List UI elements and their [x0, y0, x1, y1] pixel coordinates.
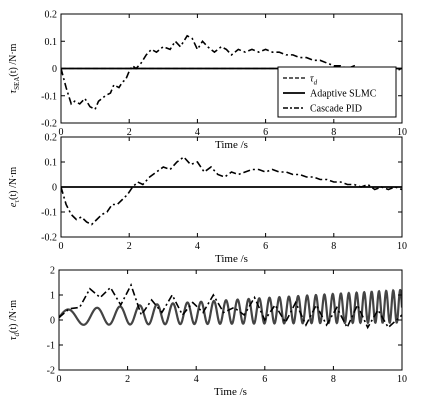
y-tick-label: -1	[47, 341, 55, 352]
x-tick-label: 0	[59, 127, 64, 138]
y-tick-label: -0.1	[41, 208, 57, 219]
x-tick-label: 4	[194, 374, 199, 385]
x-tick-label: 8	[331, 374, 336, 385]
y-tick-label: -2	[47, 366, 55, 377]
series-line-dashdot	[61, 155, 402, 226]
y-axis-label: τSEA(t) /N·m	[8, 43, 21, 93]
y-tick-label: 0.2	[45, 133, 58, 144]
y-tick-label: 0	[52, 183, 57, 194]
y-tick-label: 1	[50, 291, 55, 302]
y-axis-label: τd(t) /N·m	[8, 300, 21, 340]
y-tick-label: -0.2	[41, 119, 57, 130]
legend-label: Cascade PID	[310, 104, 362, 115]
x-tick-label: 2	[125, 374, 130, 385]
x-tick-label: 0	[59, 241, 64, 252]
legend: τd Adaptive SLMC Cascade PID	[277, 66, 397, 118]
y-tick-label: 0.1	[45, 158, 58, 169]
y-tick-label: -0.1	[41, 91, 57, 102]
y-tick-label: 2	[50, 266, 55, 277]
x-tick-label: 4	[195, 127, 200, 138]
x-tick-label: 6	[263, 127, 268, 138]
legend-label: Adaptive SLMC	[310, 89, 377, 100]
y-tick-label: -0.2	[41, 233, 57, 244]
x-tick-label: 0	[57, 374, 62, 385]
chart-panel-2: 0 2 4 6 8 10 -0.2 -0.1 0 0.1 0.2 Time /s eτ(t) /N·m	[8, 133, 407, 266]
y-tick-label: 0.2	[45, 10, 58, 21]
x-tick-label: 6	[263, 241, 268, 252]
y-tick-label: 0.1	[45, 37, 58, 48]
chart-panel-1: 0 2 4 6 8 10 -0.2 -0.1 0 0.1 0.2 Time /s τSEA(t) /N·…	[8, 10, 407, 152]
x-tick-label: 10	[397, 374, 407, 385]
series-line-dashdot	[61, 34, 402, 111]
x-tick-label: 10	[397, 241, 407, 252]
x-tick-label: 2	[127, 127, 132, 138]
x-tick-label: 2	[127, 241, 132, 252]
x-tick-label: 10	[397, 127, 407, 138]
series-line-solid	[59, 288, 402, 326]
x-axis-label: Time /s	[215, 253, 248, 265]
x-axis-label: Time /s	[214, 386, 247, 398]
x-tick-label: 8	[331, 127, 336, 138]
y-tick-label: 0	[52, 64, 57, 75]
x-tick-label: 6	[262, 374, 267, 385]
y-tick-label: 0	[50, 316, 55, 327]
x-axis-label: Time /s	[215, 139, 248, 151]
y-axis-label: eτ(t) /N·m	[8, 167, 21, 208]
legend-label: τd	[310, 74, 318, 87]
x-tick-label: 8	[331, 241, 336, 252]
x-tick-label: 4	[195, 241, 200, 252]
chart-panel-3: 0 2 4 6 8 10 -2 -1 0 1 2 Time /s τd(t) /N·m	[8, 266, 407, 399]
series-line-dashdot	[59, 282, 402, 330]
